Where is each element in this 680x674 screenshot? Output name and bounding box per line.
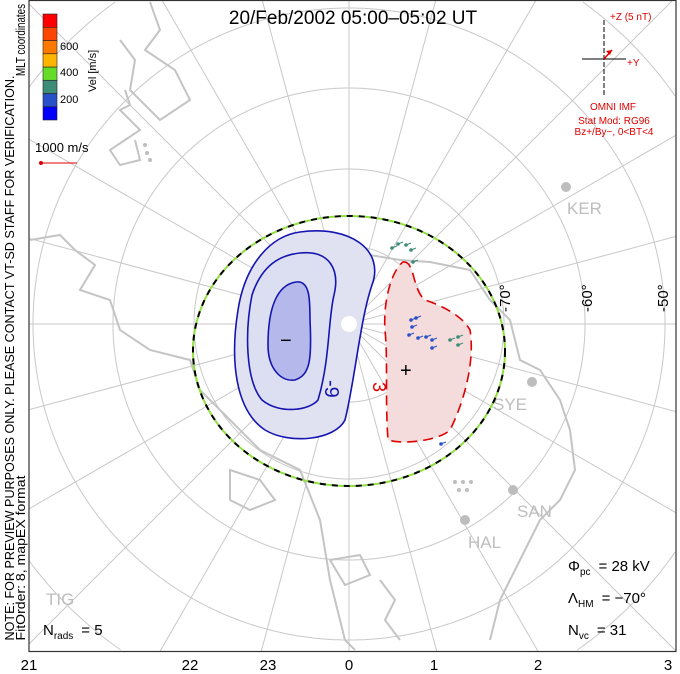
colorbar-tick-600: 600: [60, 41, 78, 53]
colorbar-segment: [42, 66, 58, 81]
velocity-vector: [456, 342, 464, 347]
mlt-label-22: 22: [182, 657, 199, 674]
mlt-meridian: [348, 323, 539, 652]
velocity-vector: [416, 335, 424, 340]
station-markers: [143, 143, 571, 525]
imf-z-label: +Z (5 nT): [610, 12, 651, 23]
contour-label-positive: 3: [369, 382, 389, 392]
hm-boundary-latitude: ΛHM = −70°: [568, 590, 646, 610]
velocity-vector: [409, 247, 417, 252]
station-label-san: SAN: [517, 502, 552, 521]
stat-model: Stat Mod: RG96: [578, 116, 650, 127]
positive-potential-cell: 3 +: [369, 261, 473, 443]
velocity-vector: [456, 334, 464, 339]
latitude-circle: [582, 1, 676, 96]
mlt-meridian: [348, 323, 438, 652]
mlt-label-23: 23: [260, 657, 277, 674]
imf-condition: Bz+/By−, 0<BT<4: [575, 127, 654, 138]
latitude-circle: [29, 560, 121, 651]
colorbar-tick-200: 200: [60, 94, 78, 106]
colorbar-segment: [42, 40, 58, 55]
colorbar-segment: [42, 13, 58, 28]
colorbar-segment: [42, 79, 58, 94]
velocity-vector: [396, 241, 404, 246]
lat-label-70: -70°: [497, 284, 514, 312]
station-label-sye: SYE: [493, 395, 527, 414]
velocity-vector: [410, 324, 418, 329]
imf-source: OMNI IMF: [590, 102, 636, 113]
mlt-label-0: 0: [345, 657, 353, 674]
imf-y-label: +Y: [627, 58, 640, 69]
velocity-vector: [407, 332, 415, 337]
latitude-circle: [29, 1, 116, 88]
mlt-axis-labels: 21 22 23 0 1 2 3: [21, 657, 673, 674]
pole-marker: [341, 316, 357, 332]
imf-clock: +Z (5 nT) +Y OMNI IMF Stat Mod: RG96 Bz+…: [575, 12, 654, 138]
station-label-ker: KER: [567, 199, 602, 218]
heppner-maynard-boundary-dash: [192, 215, 506, 487]
velocity-vector: [448, 337, 456, 342]
scale-vector-origin: [39, 161, 43, 165]
mlt-label-2: 2: [534, 657, 542, 674]
colorbar-segment: [42, 26, 58, 41]
mlt-label-21: 21: [21, 657, 38, 674]
negative-potential-cell: -9 −: [233, 230, 376, 440]
lat-label-60: -60°: [579, 284, 596, 312]
radar-count: Nrads = 5: [43, 622, 103, 642]
colorbar-segment: [42, 93, 58, 108]
fit-statistics: Φpc = 28 kV ΛHM = −70° Nvc = 31 Nrads = 5: [43, 558, 650, 642]
coordinates-note: MLT coordinates: [14, 4, 28, 76]
potential-maximum-marker: +: [400, 360, 412, 382]
mlt-meridian: [348, 0, 537, 325]
velocity-vector: [390, 245, 398, 250]
station-label-tig: TIG: [46, 590, 74, 609]
velocity-vectors: [390, 241, 464, 446]
lat-label-50: -50°: [655, 284, 672, 312]
cross-polar-potential: Φpc = 28 kV: [568, 558, 650, 578]
colorbar-segment: [42, 53, 58, 68]
velocity-vector: [424, 334, 432, 339]
velocity-vector: [411, 259, 419, 264]
preview-note: NOTE: FOR PREVIEW PURPOSES ONLY. PLEASE …: [3, 76, 17, 641]
colorbar: 600 400 200 Vel [m/s]: [42, 13, 99, 121]
potential-minimum-marker: −: [280, 330, 292, 352]
fit-order-note: FitOrder: 8, mapEX format: [14, 475, 28, 641]
mlt-label-1: 1: [430, 657, 438, 674]
velocity-vector: [404, 242, 412, 247]
velocity-vector: [430, 337, 438, 342]
velocity-vector: [414, 315, 422, 320]
vector-count: Nvc = 31: [568, 622, 626, 642]
mlt-label-3: 3: [664, 657, 672, 674]
colorbar-segment: [42, 106, 58, 121]
map-title: 20/Feb/2002 05:00–05:02 UT: [229, 8, 478, 29]
station-label-hal: HAL: [468, 533, 501, 552]
contour-label-negative: -9: [320, 380, 342, 398]
scale-vector-label: 1000 m/s: [35, 140, 89, 155]
colorbar-tick-400: 400: [60, 67, 78, 79]
coastlines: [29, 1, 577, 651]
velocity-vector: [430, 345, 438, 350]
plot-frame: [28, 0, 677, 653]
colorbar-label: Vel [m/s]: [87, 50, 99, 92]
velocity-vector: [439, 441, 447, 446]
